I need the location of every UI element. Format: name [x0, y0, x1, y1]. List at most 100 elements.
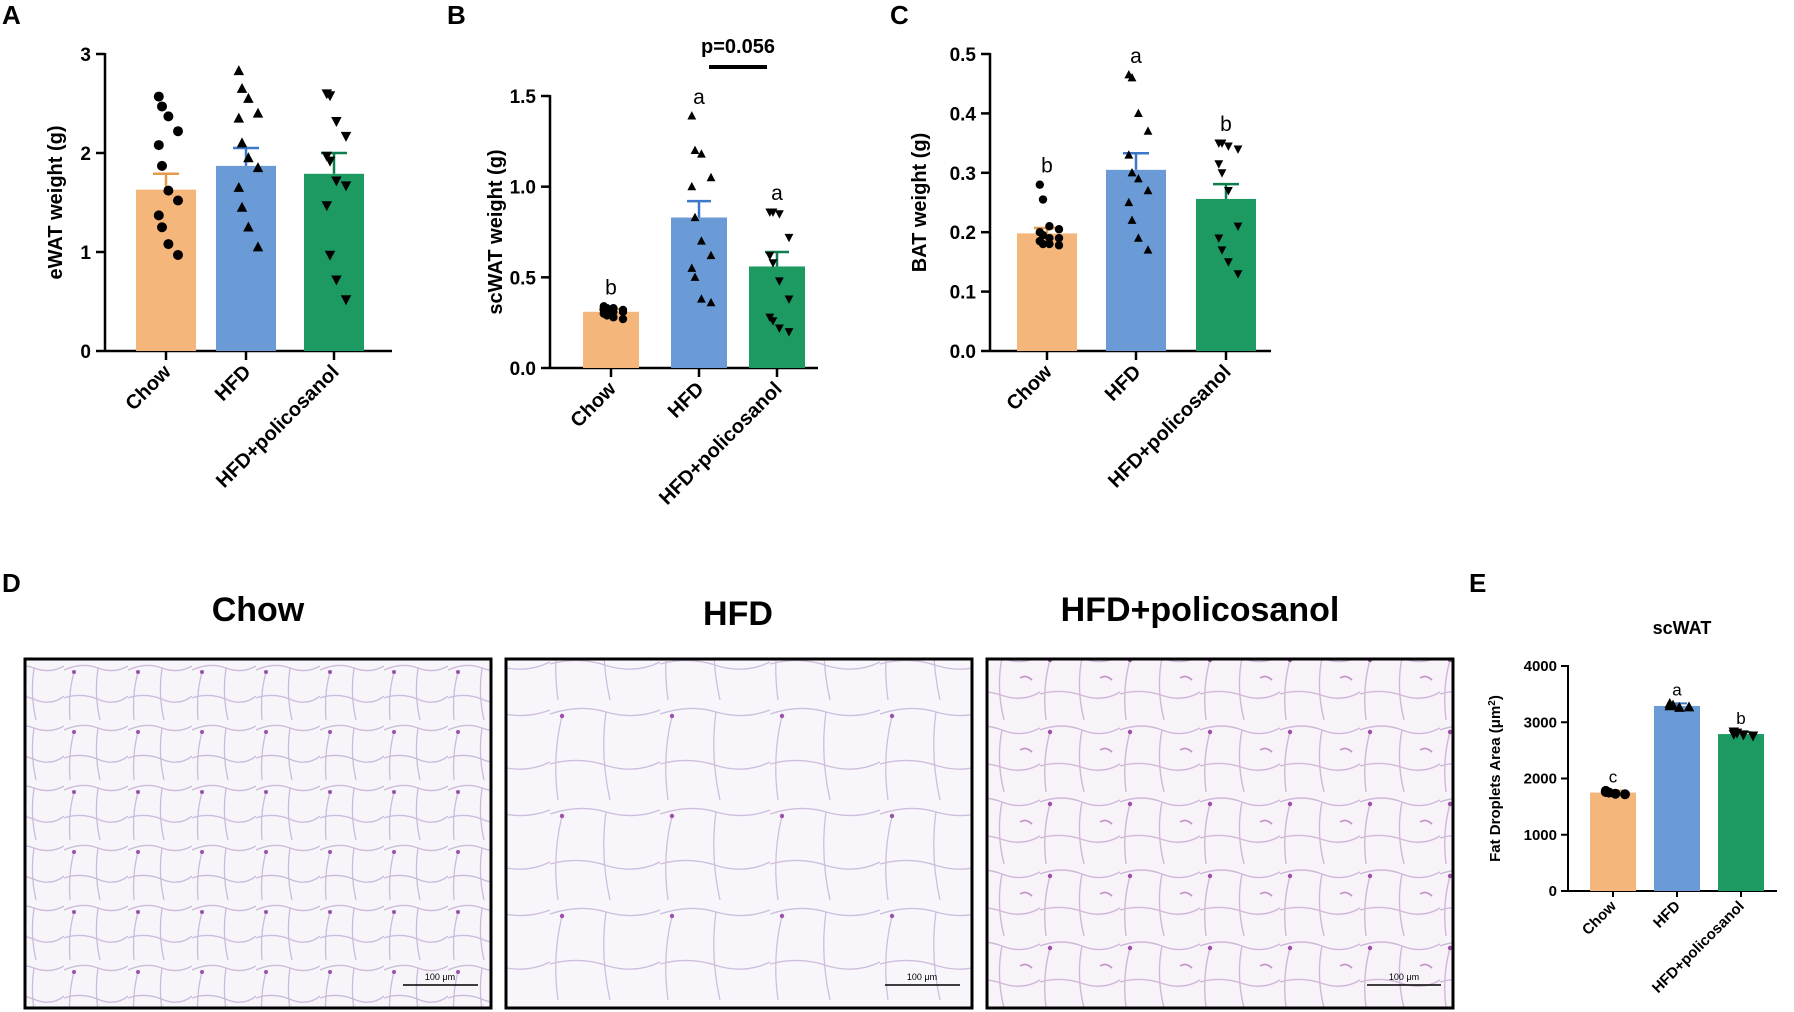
data-point-chow	[153, 140, 164, 151]
significance-letter-hfd: a	[1672, 680, 1682, 699]
data-point-hfd-policosanol	[784, 328, 794, 337]
data-point-chow	[1038, 239, 1048, 249]
data-point-hfd-policosanol	[324, 156, 336, 167]
bar-hfd	[1654, 705, 1700, 891]
micrograph-hfd: 100 μm	[504, 657, 974, 1010]
data-point-chow	[1054, 233, 1064, 243]
y-tick-label: 0.3	[950, 164, 976, 185]
y-tick-label: 0	[80, 342, 91, 363]
significance-letter-chow: b	[1041, 155, 1053, 178]
data-point-hfd	[1143, 245, 1153, 254]
bar-hfd	[216, 165, 276, 351]
micrograph-chow: 100 μm	[23, 657, 493, 1010]
y-tick-label: 0.5	[510, 268, 537, 289]
bar-hfd-policosanol	[749, 266, 805, 368]
data-point-hfd-policosanol	[324, 250, 336, 261]
significance-letter-chow: c	[1609, 768, 1618, 787]
data-point-hfd	[252, 241, 264, 252]
data-point-chow	[609, 313, 618, 322]
category-label-hfd: HFD	[1650, 898, 1684, 932]
data-point-hfd	[706, 172, 716, 182]
y-tick-label: 3	[80, 45, 91, 66]
significance-letter-hfd: a	[1130, 45, 1142, 68]
panel-letter-d: D	[2, 568, 21, 598]
y-tick-label: 1.5	[510, 87, 537, 108]
scalebar-label-chow: 100 μm	[425, 972, 455, 982]
data-point-hfd	[706, 297, 716, 307]
data-point-chow	[1054, 241, 1064, 250]
data-point-chow	[153, 210, 164, 221]
data-point-hfd-policosanol	[774, 324, 784, 333]
micrograph-panel: Chow HFD HFD+policosanol 100 μm 100 μm 1…	[23, 591, 1455, 1010]
data-point-hfd-policosanol	[1747, 731, 1759, 742]
data-point-chow	[1038, 195, 1048, 204]
panel-letter-b: B	[447, 0, 466, 30]
y-axis-title: Fat Droplets Area (μm2)	[1487, 695, 1505, 862]
y-axis-title: scWAT weight (g)	[485, 149, 507, 314]
data-point-hfd	[1133, 173, 1143, 183]
y-tick-label: 0.1	[950, 283, 977, 304]
data-point-hfd	[1127, 72, 1137, 82]
category-label-hfd: HFD	[1101, 361, 1146, 406]
data-point-hfd-policosanol	[1217, 169, 1227, 178]
data-point-hfd	[1133, 233, 1143, 242]
data-point-hfd	[696, 149, 706, 158]
data-point-hfd-policosanol	[340, 131, 352, 142]
data-point-hfd	[690, 272, 700, 281]
data-point-chow	[163, 185, 174, 196]
bar-chow	[1590, 792, 1636, 891]
y-tick-label: 1	[80, 243, 91, 264]
data-point-hfd	[236, 201, 248, 212]
data-point-hfd	[252, 107, 264, 118]
y-tick-label: 3000	[1524, 714, 1557, 731]
data-point-hfd-policosanol	[1214, 160, 1224, 169]
significance-letter-hfd-policosanol: b	[1220, 113, 1232, 136]
data-point-hfd-policosanol	[1217, 246, 1227, 255]
data-point-hfd	[696, 294, 706, 303]
y-tick-label: 0.2	[950, 223, 976, 244]
y-tick-label: 0.5	[950, 45, 977, 66]
panel-letter-c: C	[890, 0, 909, 30]
bar-hfd	[671, 217, 727, 368]
category-label-chow: Chow	[566, 378, 620, 432]
y-tick-label: 2	[80, 144, 91, 165]
scalebar-label-hfd-policosanol: 100 μm	[1389, 972, 1419, 982]
data-point-hfd-policosanol	[765, 251, 775, 261]
data-point-chow	[173, 195, 183, 206]
data-point-hfd-policosanol	[331, 117, 342, 128]
data-point-chow	[1600, 787, 1611, 797]
data-point-chow	[1620, 789, 1630, 800]
data-point-hfd	[233, 181, 245, 192]
bar-chow	[1017, 233, 1077, 351]
data-point-hfd-policosanol	[1223, 187, 1233, 196]
data-point-chow	[157, 222, 167, 233]
data-point-hfd-policosanol	[774, 277, 784, 286]
data-point-chow	[157, 160, 167, 171]
data-point-hfd-policosanol	[774, 210, 784, 219]
data-point-hfd	[687, 111, 697, 120]
significance-letter-hfd: a	[693, 86, 705, 109]
data-point-hfd	[690, 145, 700, 154]
data-point-hfd-policosanol	[1728, 729, 1740, 740]
micrograph-title-chow: Chow	[212, 591, 305, 629]
micrograph-title-hfd: HFD	[703, 595, 773, 633]
data-point-hfd-policosanol	[784, 295, 794, 304]
data-point-chow	[1035, 180, 1045, 189]
data-point-hfd	[1664, 700, 1676, 711]
significance-letter-chow: b	[605, 276, 617, 299]
micrograph-hfd-policosanol: 100 μm	[985, 657, 1455, 1010]
data-point-hfd-policosanol	[1223, 142, 1233, 151]
data-point-hfd	[243, 221, 254, 232]
data-point-chow	[163, 111, 174, 122]
data-point-chow	[1045, 239, 1054, 249]
data-point-hfd-policosanol	[1217, 139, 1227, 148]
data-point-hfd	[690, 212, 700, 222]
data-point-hfd	[236, 137, 248, 148]
data-point-hfd	[243, 92, 254, 103]
data-point-hfd-policosanol	[321, 201, 333, 212]
data-point-chow	[1054, 225, 1064, 234]
y-tick-label: 0	[1549, 883, 1557, 900]
